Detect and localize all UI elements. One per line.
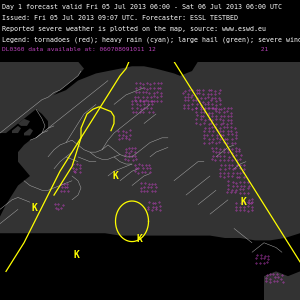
Text: Issued: Fri 05 Jul 2013 09:07 UTC. Forecaster: ESSL TESTBED: Issued: Fri 05 Jul 2013 09:07 UTC. Forec… [2,15,238,21]
Text: Legend: tornadoes (red); heavy rain (cyan); large hail (green); severe winds (ye: Legend: tornadoes (red); heavy rain (cya… [2,37,300,43]
Text: K: K [240,197,246,207]
Text: K: K [136,234,142,244]
Polygon shape [0,61,84,133]
Polygon shape [18,119,30,126]
Text: DL0360 data available at: 060708091011 12                            21: DL0360 data available at: 060708091011 1… [2,47,268,52]
Text: K: K [32,203,38,213]
Text: Reported severe weather is plotted on the map, source: www.eswd.eu: Reported severe weather is plotted on th… [2,26,266,32]
Text: K: K [74,250,80,260]
Polygon shape [0,61,300,240]
Text: Day 1 forecast valid Fri 05 Jul 2013 06:00 - Sat 06 Jul 2013 06:00 UTC: Day 1 forecast valid Fri 05 Jul 2013 06:… [2,4,281,10]
Polygon shape [246,195,258,202]
Text: K: K [112,171,118,181]
Polygon shape [24,128,33,135]
Polygon shape [12,126,21,133]
Polygon shape [264,272,300,300]
